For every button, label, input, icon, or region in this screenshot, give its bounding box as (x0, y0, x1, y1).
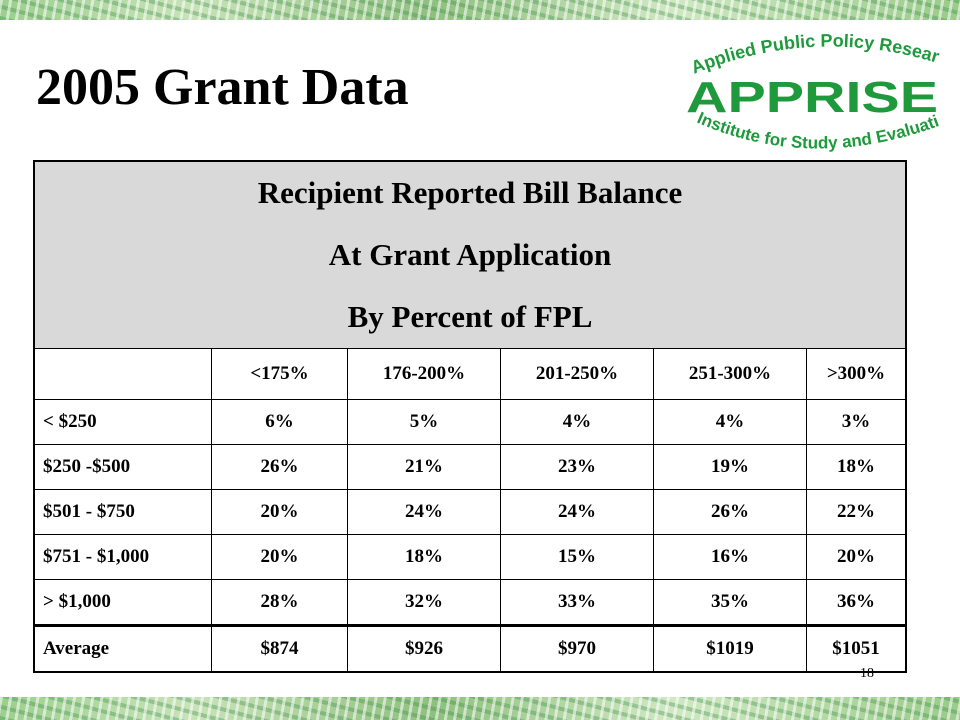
header-cell: >300% (806, 348, 907, 400)
row-label: < $250 (33, 399, 212, 445)
table-cell: 3% (806, 399, 907, 445)
decorative-bottom-band (0, 697, 960, 720)
table-cell: 5% (347, 399, 501, 445)
row-label: > $1,000 (33, 579, 212, 626)
table-cell: $874 (211, 624, 348, 673)
table-cell: 26% (653, 489, 807, 535)
grant-data-table: Recipient Reported Bill Balance At Grant… (33, 160, 907, 673)
row-label: $751 - $1,000 (33, 534, 212, 580)
table-cell: 24% (347, 489, 501, 535)
table-cell: 33% (500, 579, 654, 626)
table-cell: 4% (500, 399, 654, 445)
table-cell: 4% (653, 399, 807, 445)
table-row: $501 - $750 20% 24% 24% 26% 22% (33, 489, 907, 535)
logo-top-text: Applied Public Policy Research (672, 24, 942, 78)
table-cell: 15% (500, 534, 654, 580)
apprise-logo: Applied Public Policy Research APPRISE I… (672, 24, 942, 153)
table-cell: 28% (211, 579, 348, 626)
table-cell: 20% (211, 534, 348, 580)
table-cell: $1019 (653, 624, 807, 673)
column-header-row: <175% 176-200% 201-250% 251-300% >300% (33, 348, 907, 400)
table-cell: 24% (500, 489, 654, 535)
caption-line-2: At Grant Application (328, 237, 612, 272)
caption-line-3: By Percent of FPL (347, 299, 593, 334)
header-cell: <175% (211, 348, 348, 400)
table-cell: $1051 (806, 624, 907, 673)
slide-title: 2005 Grant Data (36, 59, 409, 116)
header-cell: 251-300% (653, 348, 807, 400)
table-cell: 18% (347, 534, 501, 580)
header-cell: 176-200% (347, 348, 501, 400)
table-cell: $970 (500, 624, 654, 673)
table-cell: 36% (806, 579, 907, 626)
table-row: $751 - $1,000 20% 18% 15% 16% 20% (33, 534, 907, 580)
average-row: Average $874 $926 $970 $1019 $1051 (33, 624, 907, 673)
caption-line-1: Recipient Reported Bill Balance (257, 175, 683, 210)
table-cell: 20% (806, 534, 907, 580)
table-cell: 21% (347, 444, 501, 490)
row-label: $501 - $750 (33, 489, 212, 535)
table-cell: 23% (500, 444, 654, 490)
table-cell: $926 (347, 624, 501, 673)
table-cell: 20% (211, 489, 348, 535)
table-row: $250 -$500 26% 21% 23% 19% 18% (33, 444, 907, 490)
table-row: < $250 6% 5% 4% 4% 3% (33, 399, 907, 445)
table-cell: 22% (806, 489, 907, 535)
table-cell: 19% (653, 444, 807, 490)
table-cell: 26% (211, 444, 348, 490)
table-cell: 16% (653, 534, 807, 580)
header-corner-cell (33, 348, 212, 400)
decorative-top-band (0, 0, 960, 20)
table-cell: 6% (211, 399, 348, 445)
table-cell: 18% (806, 444, 907, 490)
page-number: 18 (860, 666, 874, 681)
table-row: > $1,000 28% 32% 33% 35% 36% (33, 579, 907, 626)
row-label: $250 -$500 (33, 444, 212, 490)
table-cell: 32% (347, 579, 501, 626)
table-caption: Recipient Reported Bill Balance At Grant… (33, 160, 907, 349)
header-cell: 201-250% (500, 348, 654, 400)
row-label: Average (33, 624, 212, 673)
logo-name: APPRISE (686, 73, 938, 122)
table-cell: 35% (653, 579, 807, 626)
